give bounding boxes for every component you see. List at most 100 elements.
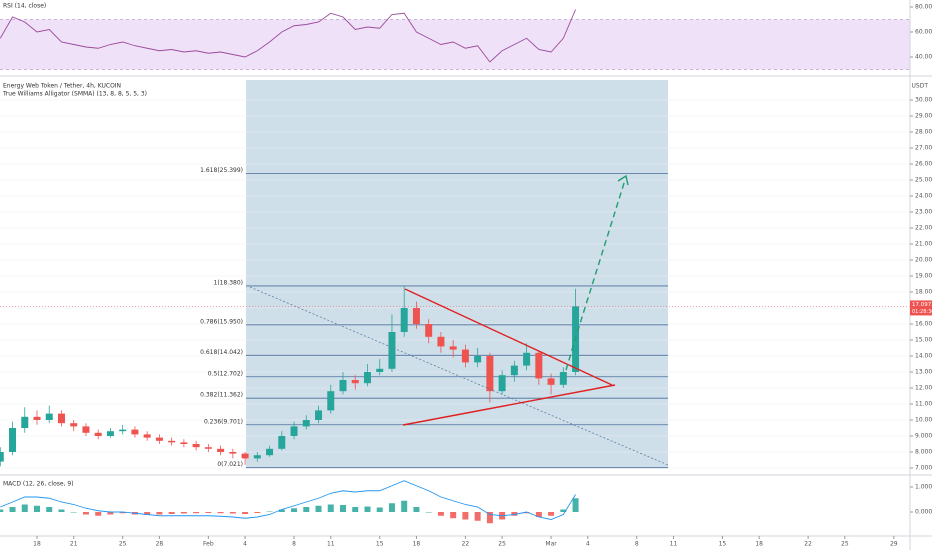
- macd-bar: [119, 512, 126, 514]
- x-tick-label: 25: [498, 541, 506, 548]
- macd-bar: [156, 512, 163, 515]
- macd-bar: [266, 511, 273, 512]
- macd-line: [0, 480, 576, 520]
- countdown-label: 01:28:30: [912, 309, 932, 315]
- y-tick-label: 40.00: [915, 54, 932, 61]
- y-tick-label: 29.000: [915, 113, 932, 120]
- macd-bar: [560, 509, 567, 512]
- macd-bar: [107, 512, 114, 515]
- fib-label: 0.382(11.362): [200, 392, 243, 399]
- candle-body: [523, 352, 531, 366]
- macd-bar: [46, 507, 53, 512]
- x-tick-label: Mar: [545, 541, 557, 548]
- macd-bar: [474, 512, 481, 521]
- y-tick-label: 15.000: [915, 337, 932, 344]
- candle-body: [474, 356, 482, 363]
- macd-bar: [82, 512, 89, 515]
- y-tick-label: 28.000: [915, 129, 932, 136]
- y-tick-label: 9.000: [915, 433, 932, 440]
- macd-bar: [193, 512, 200, 514]
- macd-bar: [548, 512, 555, 516]
- triangle-lower: [402, 384, 616, 426]
- macd-bar: [278, 509, 285, 512]
- fib-label: 0.786(15.950): [200, 318, 243, 325]
- triangle-upper: [404, 288, 613, 386]
- macd-bar: [180, 512, 187, 514]
- macd-title: MACD (12, 26, close, 9): [3, 481, 74, 488]
- candle-body: [376, 368, 384, 372]
- x-tick-label: 28: [156, 541, 164, 548]
- y-tick-label: 12.000: [915, 385, 932, 392]
- rsi-title: RSI (14, close): [3, 3, 46, 10]
- indicator-title: True Williams Alligator (SMMA) (13, 8, 8…: [2, 91, 147, 98]
- candle-body: [192, 444, 200, 448]
- candle-body: [180, 442, 188, 444]
- candle-body: [168, 440, 176, 443]
- macd-bar: [95, 512, 102, 516]
- candle-body: [9, 428, 17, 452]
- rsi-line: [0, 9, 576, 63]
- candle-body: [70, 423, 78, 427]
- macd-bar: [376, 507, 383, 512]
- candle-body: [131, 429, 139, 435]
- macd-bar: [450, 512, 457, 519]
- macd-bar: [572, 498, 579, 512]
- y-tick-label: 26.000: [915, 161, 932, 168]
- x-tick-label: 4: [243, 541, 247, 548]
- candle-body: [0, 452, 4, 462]
- y-tick-label: 10.000: [915, 417, 932, 424]
- y-tick-label: 8.000: [915, 449, 932, 456]
- candle-body: [106, 431, 114, 436]
- fib-label: 0.5(12.702): [208, 370, 243, 377]
- y-tick-label: 24.000: [915, 193, 932, 200]
- x-tick-label: Feb: [203, 541, 214, 548]
- x-tick-label: 18: [755, 541, 763, 548]
- candle-body: [351, 380, 359, 384]
- x-tick-label: 21: [70, 541, 78, 548]
- candle-body: [510, 365, 518, 376]
- fib-label: 0.618(14.042): [200, 349, 243, 356]
- macd-bar: [291, 508, 298, 512]
- candle-body: [241, 453, 249, 459]
- fib-label: 1.618(25.399): [200, 167, 243, 174]
- candle-body: [388, 332, 396, 369]
- candle-body: [45, 413, 53, 420]
- y-tick-label: 0.000: [915, 509, 932, 516]
- macd-bar: [437, 512, 444, 516]
- macd-bar: [34, 505, 40, 512]
- candle-body: [486, 356, 494, 392]
- y-tick-label: 16.000: [915, 321, 932, 328]
- candle-body: [400, 308, 408, 332]
- candle-body: [143, 434, 151, 438]
- candle-body: [266, 448, 274, 456]
- x-tick-label: 22: [804, 541, 812, 548]
- macd-bar: [217, 512, 224, 514]
- macd-bar: [242, 512, 249, 514]
- macd-bar: [21, 504, 28, 512]
- candle-body: [425, 324, 433, 337]
- macd-bar: [315, 505, 322, 512]
- candle-body: [327, 391, 335, 411]
- y-tick-label: 21.000: [915, 241, 932, 248]
- highlight-box: [246, 80, 668, 468]
- y-tick-label: 25.000: [915, 177, 932, 184]
- x-tick-label: 4: [586, 541, 590, 548]
- candle-body: [155, 437, 163, 441]
- candle-body: [253, 455, 261, 459]
- x-tick-label: 15: [376, 541, 384, 548]
- candle-body: [290, 426, 298, 436]
- y-tick-label: 1.000: [915, 484, 932, 491]
- macd-bar: [58, 509, 65, 512]
- candle-body: [21, 416, 29, 428]
- y-tick-label: 11.000: [915, 401, 932, 408]
- macd-bar: [388, 503, 395, 512]
- macd-bar: [327, 504, 334, 512]
- macd-bar: [9, 507, 16, 512]
- fib-label: 1(18.380): [214, 279, 244, 286]
- macd-bar: [205, 512, 212, 513]
- macd-bar: [425, 512, 432, 513]
- macd-bar: [70, 512, 77, 513]
- x-tick-label: 11: [327, 541, 335, 548]
- y-tick-label: 23.000: [915, 209, 932, 216]
